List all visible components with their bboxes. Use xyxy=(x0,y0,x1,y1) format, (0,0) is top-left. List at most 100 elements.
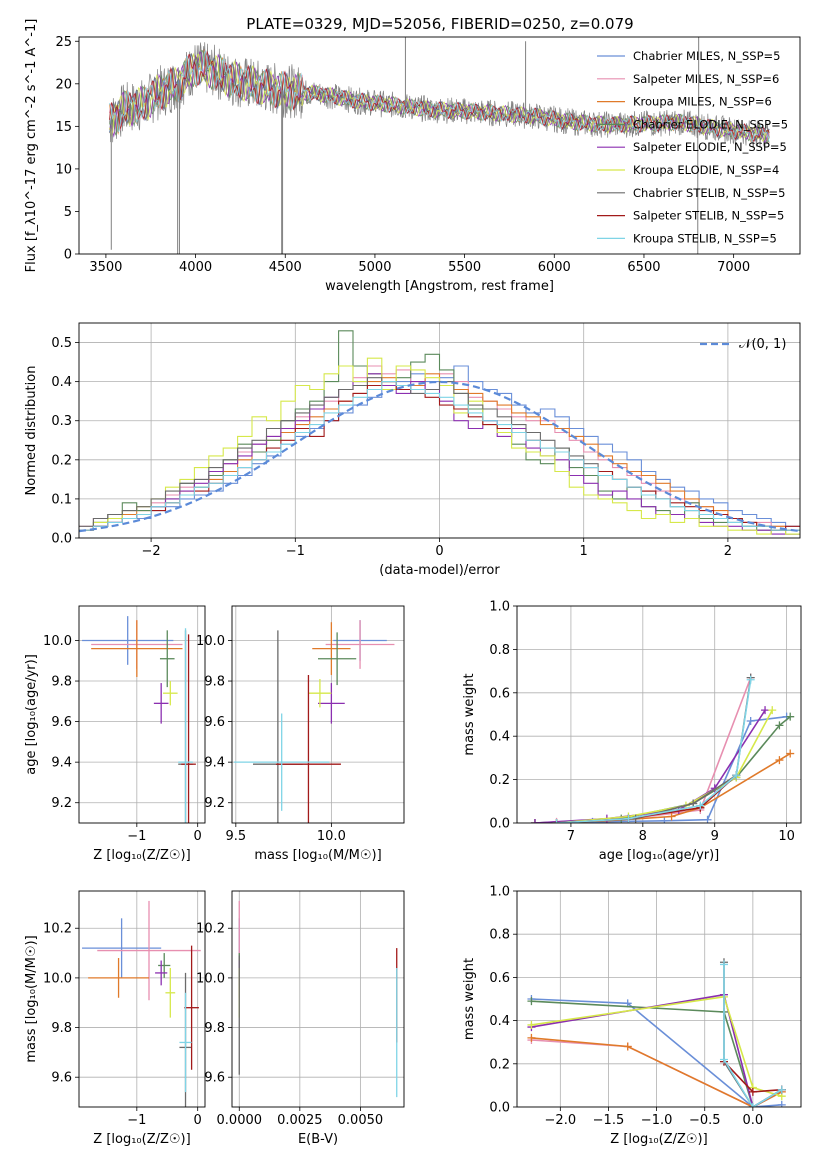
y-tick-label: 9.6 xyxy=(204,715,225,730)
axes-2: −1 0 9.2 9.4 9.6 9.8 10.0 Z [log₁₀(Z/Z☉)] age [l… xyxy=(24,605,206,863)
x-tick-label: 0 xyxy=(435,544,443,559)
x-axis-label: Z [log₁₀(Z/Z☉)] xyxy=(610,1132,707,1147)
y-tick-label: 0.5 xyxy=(51,336,72,351)
errorbar-point-kroupa_stelib xyxy=(178,628,193,823)
weight-marker xyxy=(777,1085,786,1094)
weight-marker xyxy=(660,816,669,823)
x-tick-label: 4500 xyxy=(269,260,302,275)
weight-marker xyxy=(732,771,741,780)
y-tick-label: 0.4 xyxy=(489,1014,510,1029)
weight-line-chabrier_stelib xyxy=(556,677,752,823)
x-tick-label: 5500 xyxy=(448,260,481,275)
plot-area xyxy=(79,891,205,1107)
y-axis-label: mass weight xyxy=(462,673,477,755)
errorbar-point-chabrier_miles xyxy=(82,918,162,978)
x-tick-label: 4000 xyxy=(179,260,212,275)
weight-marker xyxy=(777,1100,786,1107)
weight-marker xyxy=(746,717,755,726)
x-tick-label: 6000 xyxy=(538,260,571,275)
weight-marker xyxy=(527,1033,536,1042)
spectrum-title: PLATE=0329, MJD=52056, FIBERID=0250, z=0… xyxy=(246,15,633,33)
errorbar-point-kroupa_miles xyxy=(312,622,351,675)
y-tick-label: 0.4 xyxy=(51,375,72,390)
x-tick-label: 0.0025 xyxy=(277,1113,323,1128)
x-tick-label: 0.0 xyxy=(743,1113,764,1128)
y-tick-label: 1.0 xyxy=(489,885,510,900)
y-tick-label: 10.0 xyxy=(196,971,225,986)
legend-label: Salpeter STELIB, N_SSP=5 xyxy=(633,209,784,223)
y-tick-label: 0.2 xyxy=(51,453,72,468)
y-axis-label: mass weight xyxy=(462,958,477,1040)
legend-label: Chabrier STELIB, N_SSP=5 xyxy=(633,186,785,200)
weight-line-chabrier_miles xyxy=(531,998,782,1107)
x-tick-label: 7 xyxy=(567,829,575,844)
axes-0: 3500 4000 4500 5000 5500 6000 6500 7000 0 5 10 15 20… xyxy=(24,19,801,294)
weight-marker xyxy=(719,960,728,969)
axes-frame xyxy=(78,605,206,824)
weight-marker xyxy=(748,1103,757,1107)
plot-area xyxy=(79,323,800,538)
errorbar-point-kroupa_stelib xyxy=(233,713,330,811)
normal-curve xyxy=(79,380,800,533)
histogram-kroupa_elodie xyxy=(79,357,800,535)
errorbar-point-kroupa_elodie xyxy=(165,967,176,1018)
plot-area xyxy=(109,37,770,254)
y-tick-label: 9.6 xyxy=(51,1071,72,1086)
weight-marker xyxy=(761,706,770,715)
legend-label: Kroupa ELODIE, N_SSP=4 xyxy=(633,163,779,177)
x-tick-label: 2 xyxy=(724,544,732,559)
x-tick-label: 7000 xyxy=(717,260,750,275)
histogram-salpeter_stelib xyxy=(79,381,800,531)
x-axis-label: Z [log₁₀(Z/Z☉)] xyxy=(93,1132,190,1147)
weight-marker xyxy=(746,675,755,684)
x-tick-label: 0 xyxy=(194,1113,202,1128)
legend-label: Salpeter MILES, N_SSP=6 xyxy=(633,72,779,86)
y-tick-label: 0.4 xyxy=(489,730,510,745)
x-tick-label: 8 xyxy=(639,829,647,844)
plot-area xyxy=(232,606,404,823)
weight-marker xyxy=(703,815,712,823)
axes-1: −2 −1 0 1 2 0.0 0.1 0.2 0.3 0.4 0.5 (data-model)/er… xyxy=(24,322,801,578)
histogram-salpeter_elodie xyxy=(79,373,800,535)
weight-line-salpeter_miles xyxy=(556,677,752,823)
errorbar-point-salpeter_miles xyxy=(97,900,201,1001)
weight-marker xyxy=(775,756,784,765)
weight-marker xyxy=(530,819,539,823)
y-tick-label: 0.0 xyxy=(489,817,510,832)
errorbar-point-salpeter_stelib xyxy=(184,945,199,1070)
y-tick-label: 10.2 xyxy=(43,922,72,937)
legend-label: Kroupa STELIB, N_SSP=5 xyxy=(633,231,777,245)
x-tick-label: −1 xyxy=(127,829,146,844)
x-axis-label: Z [log₁₀(Z/Z☉)] xyxy=(93,848,190,863)
axes-5: −1 0 9.6 9.8 10.0 10.2 Z [log₁₀(Z/Z☉)] mass [lo… xyxy=(24,890,206,1147)
errorbar-point-salpeter_elodie xyxy=(318,683,345,724)
legend-label: Kroupa MILES, N_SSP=6 xyxy=(633,95,772,109)
plot-area xyxy=(79,606,205,823)
axes-frame xyxy=(78,36,801,255)
axes-3: 9.5 10.0 9.2 9.4 9.6 9.8 10.0 mass [log₁₀(M/M☉)… xyxy=(196,605,405,863)
x-axis-label: (data-model)/error xyxy=(379,563,500,578)
x-tick-label: 0.0050 xyxy=(338,1113,384,1128)
y-tick-label: 0.2 xyxy=(489,1057,510,1072)
errorbar-point-kroupa_stelib xyxy=(179,992,192,1093)
y-tick-label: 0.2 xyxy=(489,773,510,788)
weight-marker xyxy=(527,997,536,1006)
model-spectrum-salpeter_stelib xyxy=(109,50,770,142)
y-tick-label: 10.0 xyxy=(196,634,225,649)
y-tick-label: 10.0 xyxy=(43,634,72,649)
axes-7: −2.0 −1.5 −1.0 −0.5 0.0 0.0 0.2 0.4 0.6 0.8 1.0 Z [… xyxy=(462,885,802,1147)
errorbar-point-chabrier_elodie xyxy=(158,953,171,978)
y-tick-label: 0 xyxy=(64,248,72,263)
y-tick-label: 9.4 xyxy=(204,756,225,771)
x-tick-label: 0 xyxy=(194,829,202,844)
x-tick-label: 1 xyxy=(580,544,588,559)
weight-marker xyxy=(748,1087,757,1096)
x-tick-label: −1.5 xyxy=(593,1113,625,1128)
axes-frame xyxy=(516,605,802,824)
axes-frame xyxy=(231,890,405,1108)
weight-line-chabrier_miles xyxy=(534,715,787,823)
weight-line-kroupa_elodie xyxy=(531,995,782,1097)
y-tick-label: 0.6 xyxy=(489,686,510,701)
y-tick-label: 9.8 xyxy=(204,1021,225,1036)
weight-marker xyxy=(624,814,633,823)
